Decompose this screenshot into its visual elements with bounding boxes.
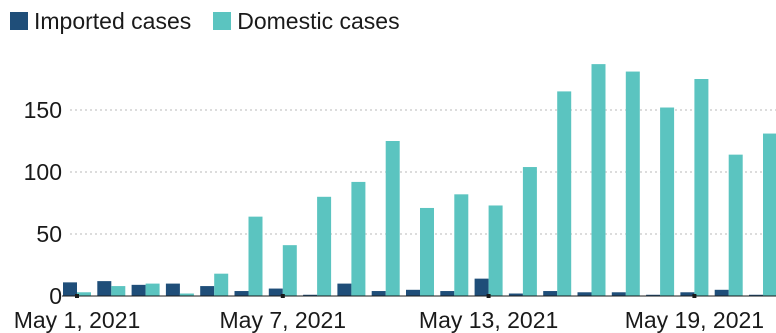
x-tick-label-2: May 13, 2021	[419, 307, 558, 333]
bar-imported-3	[165, 283, 180, 296]
legend-swatch-domestic	[213, 12, 232, 30]
bar-imported-4	[200, 286, 215, 296]
bar-imported-5	[234, 291, 249, 296]
bar-imported-2	[131, 284, 146, 296]
bar-imported-6	[268, 288, 283, 296]
legend-label-domestic: Domestic cases	[237, 8, 400, 34]
bar-domestic-10	[420, 207, 434, 296]
legend-label-imported: Imported cases	[34, 8, 192, 34]
x-tick-mark-3	[692, 294, 697, 298]
legend-item-domestic: Domestic cases	[213, 6, 400, 36]
bar-imported-8	[337, 283, 352, 296]
bar-imported-17	[646, 294, 661, 296]
y-tick-label-0: 0	[49, 283, 62, 309]
bar-imported-10	[406, 289, 420, 296]
bar-domestic-8	[351, 181, 366, 296]
bar-domestic-2	[145, 283, 160, 296]
bar-imported-9	[371, 291, 386, 296]
x-axis-labels: May 1, 2021 May 7, 2021 May 13, 2021 May 19…	[14, 307, 764, 333]
bar-imported-19	[714, 289, 729, 296]
bar-domestic-9	[385, 141, 400, 296]
x-axis	[62, 294, 776, 298]
bar-domestic-13	[522, 167, 537, 296]
bar-imported-13	[508, 293, 523, 296]
y-tick-label-100: 100	[24, 159, 62, 185]
bar-domestic-3	[179, 293, 194, 296]
bars	[63, 64, 776, 297]
bar-domestic-5	[248, 216, 263, 296]
bar-imported-0	[63, 282, 77, 296]
bar-imported-12	[474, 278, 489, 296]
bar-domestic-0	[77, 292, 91, 296]
y-axis-labels: 0 50 100 150	[24, 97, 62, 309]
bar-domestic-19	[728, 154, 743, 296]
bar-imported-14	[543, 291, 558, 296]
x-tick-mark-1	[280, 294, 285, 298]
bar-domestic-18	[694, 79, 709, 296]
bar-imported-18	[680, 292, 695, 296]
bar-domestic-12	[488, 205, 503, 296]
bar-domestic-17	[660, 107, 675, 297]
bar-domestic-6	[282, 245, 297, 296]
x-tick-label-0: May 1, 2021	[14, 307, 141, 333]
bar-imported-20	[749, 294, 763, 296]
bar-domestic-15	[591, 64, 606, 297]
legend-item-imported: Imported cases	[10, 6, 191, 36]
bar-domestic-1	[111, 286, 126, 296]
bar-domestic-4	[214, 273, 229, 296]
x-tick-label-3: May 19, 2021	[625, 307, 764, 333]
y-tick-label-50: 50	[36, 221, 62, 247]
bar-imported-16	[611, 292, 626, 296]
bar-imported-1	[97, 281, 112, 296]
bar-domestic-14	[557, 91, 572, 297]
chart-legend: Imported cases Domestic cases	[10, 6, 422, 36]
y-tick-label-150: 150	[24, 97, 62, 123]
x-tick-label-1: May 7, 2021	[220, 307, 347, 333]
legend-swatch-imported	[10, 12, 28, 30]
x-tick-mark-2	[486, 294, 491, 298]
bar-imported-7	[303, 294, 318, 296]
bar-imported-11	[440, 291, 455, 296]
bar-domestic-16	[625, 71, 640, 296]
bar-domestic-11	[454, 194, 469, 296]
bar-domestic-7	[317, 196, 332, 296]
bar-imported-15	[577, 292, 592, 296]
bar-domestic-20	[763, 133, 776, 296]
x-tick-mark-0	[75, 294, 79, 298]
